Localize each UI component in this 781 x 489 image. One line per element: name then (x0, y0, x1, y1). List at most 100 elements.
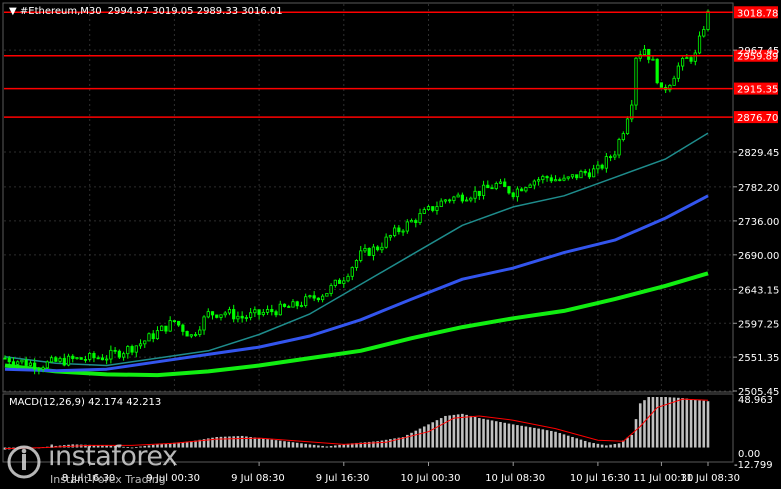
macd-hist-bar (389, 439, 392, 448)
macd-hist-bar (469, 415, 473, 448)
macd-hist-bar (410, 432, 413, 448)
candle-body (376, 246, 380, 251)
candle-body (202, 316, 206, 331)
macd-hist-bar (151, 444, 155, 448)
macd-hist-bar (92, 445, 96, 448)
candle-body (28, 362, 33, 366)
macd-hist-bar (245, 436, 248, 448)
candle-body (524, 187, 528, 192)
candle-body (265, 309, 270, 313)
candle-body (388, 235, 392, 238)
macd-hist-bar (359, 442, 363, 448)
macd-hist-bar (287, 441, 291, 448)
candle-body (655, 58, 659, 84)
candle-body (20, 359, 24, 363)
header-arrow: ▼ (9, 6, 20, 17)
candle-body (409, 220, 414, 223)
macd-hist-bar (583, 440, 587, 448)
candle-body (384, 236, 388, 248)
candle-body (160, 325, 164, 332)
candle-body (647, 48, 651, 60)
candle-body (371, 246, 376, 256)
macd-hist-bar (300, 443, 303, 448)
macd-hist-bar (372, 441, 375, 448)
candle-body (642, 48, 647, 56)
candle-body (7, 357, 11, 363)
candle-body (236, 315, 240, 320)
candle-body (232, 309, 236, 320)
candle-body (177, 320, 181, 326)
candle-body (617, 139, 621, 156)
macd-hist-bar (622, 440, 625, 448)
candle-body (592, 168, 596, 178)
level-price-label: 2876.70 (737, 113, 778, 124)
candle-body (520, 188, 524, 192)
candle-body (206, 311, 210, 318)
macd-hist-bar (321, 445, 324, 448)
candle-body (79, 357, 83, 360)
candle-body (325, 293, 329, 297)
candle-body (507, 186, 511, 194)
candle-body (363, 247, 367, 252)
macd-hist-bar (143, 445, 147, 448)
macd-hist-bar (397, 437, 401, 448)
macd-hist-bar (689, 399, 693, 448)
x-tick-label: 9 Jul 08:30 (231, 473, 285, 484)
candle-body (490, 187, 494, 190)
macd-hist-bar (270, 439, 274, 448)
macd-hist-bar (672, 397, 676, 448)
macd-hist-bar (283, 441, 286, 448)
macd-hist-bar (600, 444, 604, 448)
macd-hist-bar (511, 424, 515, 448)
macd-hist-bar (350, 443, 354, 448)
candle-body (164, 325, 168, 332)
candle-body (333, 279, 337, 286)
candle-body (672, 77, 676, 86)
macd-hist-bar (651, 397, 655, 448)
candle-body (249, 312, 253, 318)
macd-hist-bar (346, 443, 350, 448)
candle-body (359, 250, 363, 261)
x-tick-label: 10 Jul 08:30 (485, 473, 545, 484)
candle-body (41, 367, 45, 370)
macd-hist-bar (664, 397, 667, 448)
macd-hist-bar (401, 437, 405, 448)
candle-body (274, 311, 278, 316)
macd-hist-bar (278, 440, 282, 448)
candle-body (558, 179, 562, 182)
candle-body (452, 196, 456, 201)
candle-body (443, 199, 448, 202)
candle-body (11, 361, 16, 365)
candle-body (634, 57, 638, 106)
macd-hist-bar (291, 442, 295, 448)
macd-hist-bar (528, 427, 532, 448)
y-tick-label: 2967.45 (738, 46, 779, 57)
macd-hist-bar (160, 443, 163, 448)
macd-hist-bar (342, 444, 346, 448)
macd-hist-bar (613, 444, 617, 448)
candle-body (54, 357, 58, 362)
macd-hist-bar (634, 419, 638, 448)
level-price-tag (734, 49, 778, 62)
candle-body (545, 176, 549, 179)
y-tick-label: 2782.20 (738, 183, 779, 194)
candle-body (350, 267, 354, 277)
macd-hist-bar (490, 420, 494, 448)
macd-hist-bar (503, 422, 507, 448)
candle-body (439, 200, 443, 208)
candle-body (130, 346, 134, 353)
candle-body (537, 179, 541, 182)
candle-body (401, 230, 405, 233)
macd-hist-bar (575, 438, 579, 448)
candle-body (549, 177, 553, 182)
macd-hist-bar (194, 440, 197, 448)
macd-hist-bar (617, 443, 621, 448)
candle-body (342, 280, 346, 284)
level-lines: 3018.78 2959.89 2915.35 2876.70 (4, 6, 778, 124)
macd-hist-bar (647, 397, 651, 448)
macd-hist-bar (304, 443, 307, 448)
macd-hist-bar (541, 429, 545, 448)
ma-slow-line (4, 271, 709, 378)
macd-ymin-label: -12.799 (734, 460, 773, 471)
